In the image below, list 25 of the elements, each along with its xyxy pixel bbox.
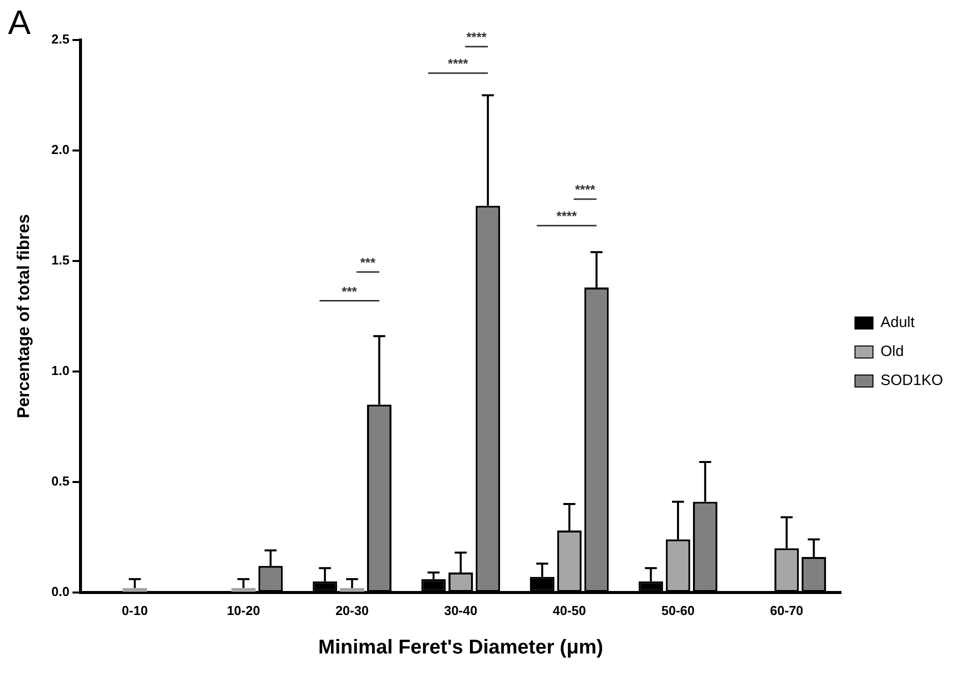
y-tick-label: 1.5 bbox=[51, 252, 70, 268]
y-tick-label: 0.5 bbox=[51, 474, 70, 488]
annotation: **** bbox=[556, 208, 578, 224]
y-tick-label: 2.5 bbox=[51, 32, 70, 47]
y-axis-title: Percentage of total fibres bbox=[14, 214, 33, 418]
x-tick-label: 0-10 bbox=[122, 602, 148, 618]
y-tick-label: 2.0 bbox=[51, 142, 70, 158]
x-tick-label: 40-50 bbox=[552, 602, 586, 618]
legend-label: SOD1KO bbox=[880, 372, 944, 390]
annotation: **** bbox=[448, 56, 470, 72]
annotation: *** bbox=[342, 284, 358, 299]
annotation: *** bbox=[360, 255, 376, 270]
annotation: **** bbox=[575, 182, 596, 198]
text: A bbox=[8, 4, 31, 43]
x-tick-label: 60-70 bbox=[770, 602, 804, 618]
legend-label: Old bbox=[880, 343, 904, 360]
x-tick-label: 10-20 bbox=[226, 602, 260, 618]
x-tick-label: 20-30 bbox=[335, 602, 369, 618]
x-tick-label: 50-60 bbox=[661, 602, 695, 618]
annotation: **** bbox=[466, 30, 488, 45]
y-tick-label: 0.0 bbox=[51, 584, 70, 599]
legend-label: Adult bbox=[880, 314, 916, 332]
x-axis-title: Minimal Feret's Diameter (μm) bbox=[318, 636, 604, 659]
y-tick-label: 1.0 bbox=[51, 363, 70, 378]
x-tick-label: 30-40 bbox=[444, 602, 478, 618]
